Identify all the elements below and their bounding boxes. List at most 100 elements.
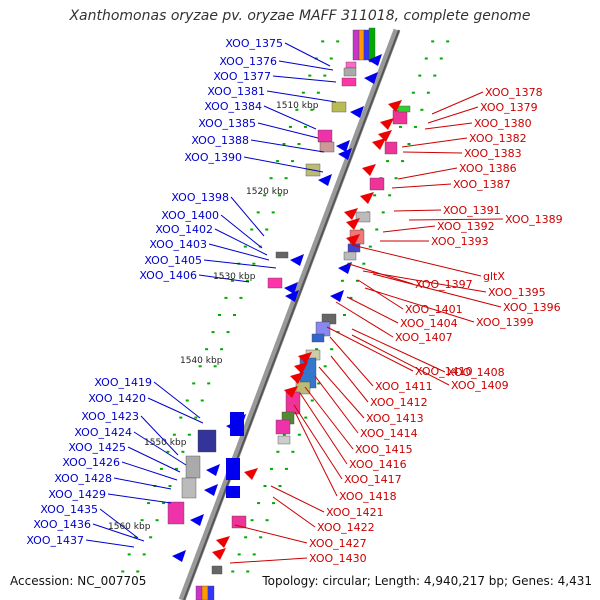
gene-feature[interactable] — [197, 429, 217, 453]
gene-label[interactable]: XOO_1383 — [464, 147, 522, 160]
reverse-gene-arrow[interactable] — [360, 192, 374, 204]
gene-label[interactable]: XOO_1398 — [171, 191, 229, 204]
gene-label[interactable]: XOO_1428 — [54, 472, 112, 485]
gene-label[interactable]: XOO_1418 — [339, 490, 397, 503]
gene-label[interactable]: XOO_1423 — [81, 410, 139, 423]
gene-label[interactable]: XOO_1403 — [149, 238, 207, 251]
gene-feature[interactable] — [397, 105, 411, 113]
gene-label[interactable]: XOO_1425 — [68, 441, 126, 454]
gene-label[interactable]: XOO_1391 — [443, 204, 501, 217]
gene-label[interactable]: XOO_1400 — [161, 209, 219, 222]
gene-label[interactable]: XOO_1429 — [48, 488, 106, 501]
forward-gene-arrow[interactable] — [285, 290, 299, 302]
gene-feature[interactable] — [331, 101, 347, 113]
forward-gene-arrow[interactable] — [338, 262, 352, 274]
forward-gene-arrow[interactable] — [338, 148, 352, 160]
gene-feature[interactable] — [343, 67, 357, 77]
gene-feature[interactable] — [369, 177, 385, 191]
gene-feature[interactable] — [358, 29, 365, 61]
reverse-gene-arrow[interactable] — [298, 352, 312, 364]
gene-feature[interactable] — [368, 27, 376, 63]
gene-feature[interactable] — [363, 29, 370, 61]
gene-feature[interactable] — [345, 61, 357, 69]
forward-gene-arrow[interactable] — [318, 174, 332, 186]
gene-label[interactable]: XOO_1411 — [375, 380, 433, 393]
gene-label[interactable]: XOO_1417 — [344, 473, 402, 486]
gene-feature[interactable] — [311, 333, 325, 343]
reverse-gene-arrow[interactable] — [362, 164, 376, 176]
gene-label[interactable]: XOO_1384 — [204, 100, 262, 113]
gene-feature[interactable] — [343, 251, 357, 261]
gene-label[interactable]: XOO_1404 — [400, 317, 458, 330]
gene-label[interactable]: XOO_1414 — [360, 427, 418, 440]
forward-gene-arrow[interactable] — [350, 106, 364, 118]
forward-gene-arrow[interactable] — [172, 550, 186, 562]
reverse-gene-arrow[interactable] — [344, 208, 358, 220]
gene-label[interactable]: XOO_1422 — [317, 521, 375, 534]
gene-feature[interactable] — [384, 141, 398, 155]
gene-label[interactable]: XOO_1437 — [26, 534, 84, 547]
gene-label[interactable]: XOO_1421 — [326, 506, 384, 519]
gene-label[interactable]: XOO_1395 — [488, 286, 546, 299]
gene-label[interactable]: XOO_1427 — [309, 537, 367, 550]
gene-feature[interactable] — [195, 585, 203, 600]
gene-label[interactable]: XOO_1419 — [94, 376, 152, 389]
reverse-gene-arrow[interactable] — [380, 118, 394, 130]
gene-feature[interactable] — [277, 435, 291, 445]
gene-label[interactable]: XOO_1416 — [349, 458, 407, 471]
reverse-gene-arrow[interactable] — [388, 100, 402, 112]
forward-gene-arrow[interactable] — [330, 290, 344, 302]
gene-feature[interactable] — [201, 585, 209, 600]
reverse-gene-arrow[interactable] — [284, 386, 298, 398]
gene-label[interactable]: XOO_1402 — [155, 223, 213, 236]
gene-feature[interactable] — [352, 29, 360, 61]
gene-label[interactable]: XOO_1407 — [395, 331, 453, 344]
gene-label[interactable]: XOO_1415 — [355, 443, 413, 456]
gene-label[interactable]: XOO_1406 — [139, 269, 197, 282]
reverse-gene-arrow[interactable] — [372, 138, 386, 150]
gene-label[interactable]: XOO_1389 — [505, 213, 563, 226]
gene-label[interactable]: XOO_1388 — [191, 134, 249, 147]
gene-label[interactable]: XOO_1390 — [184, 151, 242, 164]
gene-label[interactable]: XOO_1392 — [437, 220, 495, 233]
forward-gene-arrow[interactable] — [206, 464, 220, 476]
gene-feature[interactable] — [275, 251, 289, 259]
forward-gene-block[interactable] — [226, 486, 240, 498]
gene-label[interactable]: XOO_1381 — [207, 85, 265, 98]
gene-feature[interactable] — [317, 129, 333, 143]
gene-feature[interactable] — [341, 77, 357, 87]
gene-feature[interactable] — [185, 455, 201, 479]
forward-gene-arrow[interactable] — [364, 72, 378, 84]
forward-gene-arrow[interactable] — [368, 54, 382, 66]
reverse-gene-arrow[interactable] — [216, 536, 230, 548]
gene-feature[interactable] — [207, 585, 215, 600]
gene-feature[interactable] — [167, 501, 185, 525]
forward-gene-arrow[interactable] — [190, 514, 204, 526]
gene-label[interactable]: XOO_1426 — [62, 456, 120, 469]
gene-label[interactable]: XOO_1399 — [476, 316, 534, 329]
gene-feature[interactable] — [319, 141, 335, 153]
gene-label[interactable]: XOO_1378 — [485, 86, 543, 99]
gene-feature[interactable] — [181, 477, 197, 499]
gene-label[interactable]: XOO_1430 — [309, 552, 367, 565]
gene-label[interactable]: XOO_1380 — [474, 117, 532, 130]
reverse-gene-arrow[interactable] — [294, 362, 308, 374]
gene-label[interactable]: XOO_1387 — [453, 178, 511, 191]
gene-label[interactable]: XOO_1405 — [144, 254, 202, 267]
gene-label[interactable]: XOO_1435 — [40, 503, 98, 516]
reverse-gene-arrow[interactable] — [244, 468, 258, 480]
reverse-gene-arrow[interactable] — [378, 130, 392, 142]
gene-label[interactable]: XOO_1408 — [447, 366, 505, 379]
gene-feature[interactable] — [211, 565, 223, 575]
forward-gene-block[interactable] — [230, 412, 244, 436]
reverse-gene-arrow[interactable] — [290, 372, 304, 384]
gene-label[interactable]: XOO_1393 — [431, 235, 489, 248]
forward-gene-arrow[interactable] — [204, 484, 218, 496]
gene-label[interactable]: XOO_1386 — [459, 162, 517, 175]
gene-label[interactable]: gltX — [483, 270, 505, 283]
gene-label[interactable]: XOO_1409 — [451, 379, 509, 392]
gene-label[interactable]: XOO_1396 — [503, 301, 561, 314]
gene-label[interactable]: XOO_1413 — [366, 412, 424, 425]
gene-label[interactable]: XOO_1375 — [225, 37, 283, 50]
gene-label[interactable]: XOO_1410 — [415, 365, 473, 378]
